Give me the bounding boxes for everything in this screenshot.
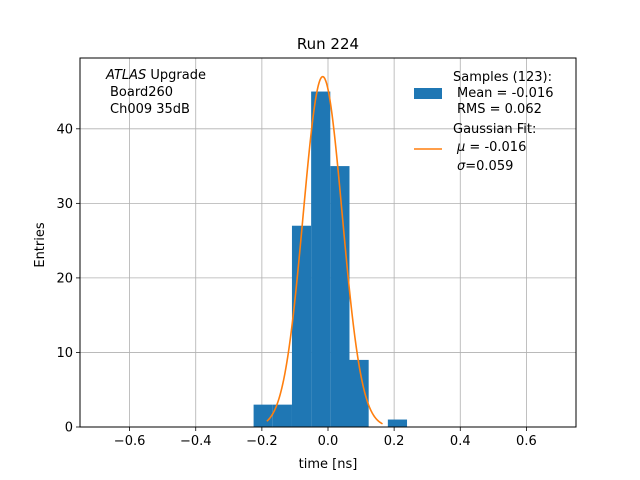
legend-mu-value: = -0.016 [465,140,526,155]
histogram-bar [291,225,312,427]
legend-samples-line-1: Samples (123): [453,70,552,85]
histogram-bar [387,419,408,427]
legend-mu-symbol: μ [456,140,465,155]
histogram-bar [253,404,273,427]
x-axis-ticks: −0.6 −0.4 −0.2 0.0 0.2 0.4 0.6 [114,427,537,449]
x-tick-label: −0.2 [246,434,278,449]
info-annotation: ATLAS Upgrade Board260 Ch009 35dB [105,68,206,117]
legend-samples-line-2: Mean = -0.016 [457,86,553,101]
legend-samples-line-3: RMS = 0.062 [457,102,542,117]
histogram-bar [311,91,331,427]
legend-sigma-symbol: σ [457,159,466,174]
x-axis-label: time [ns] [299,457,358,472]
annotation-line-1: ATLAS Upgrade [105,68,206,83]
legend-fit-line-2: μ = -0.016 [456,140,526,155]
y-axis-label: Entries [33,222,48,268]
x-tick-label: 0.6 [516,434,537,449]
legend: Samples (123): Mean = -0.016 RMS = 0.062… [414,70,553,174]
legend-sigma-value: =0.059 [465,159,513,174]
histogram-bar [272,404,292,427]
legend-samples-swatch [414,88,442,99]
annotation-atlas: ATLAS [105,68,146,83]
annotation-line-3: Ch009 35dB [110,102,190,117]
legend-fit-line-1: Gaussian Fit: [453,122,536,137]
y-tick-label: 10 [56,346,73,361]
y-tick-label: 0 [65,421,73,436]
y-tick-label: 20 [56,271,73,286]
y-axis-ticks: 0 10 20 30 40 [56,122,80,436]
gaussian-fit-curve [266,75,383,425]
x-tick-label: −0.4 [180,434,212,449]
x-tick-label: −0.6 [114,434,146,449]
legend-fit-line-3: σ=0.059 [457,159,513,174]
chart-title: Run 224 [297,35,359,53]
x-tick-label: 0.2 [384,434,405,449]
annotation-line-2: Board260 [110,85,173,100]
y-tick-label: 30 [56,197,73,212]
histogram-bar [330,166,350,427]
y-tick-label: 40 [56,122,73,137]
x-tick-label: 0.0 [318,434,339,449]
histogram-bars [253,91,408,427]
histogram-bar [349,359,369,427]
x-tick-label: 0.4 [450,434,471,449]
annotation-upgrade: Upgrade [146,68,206,83]
